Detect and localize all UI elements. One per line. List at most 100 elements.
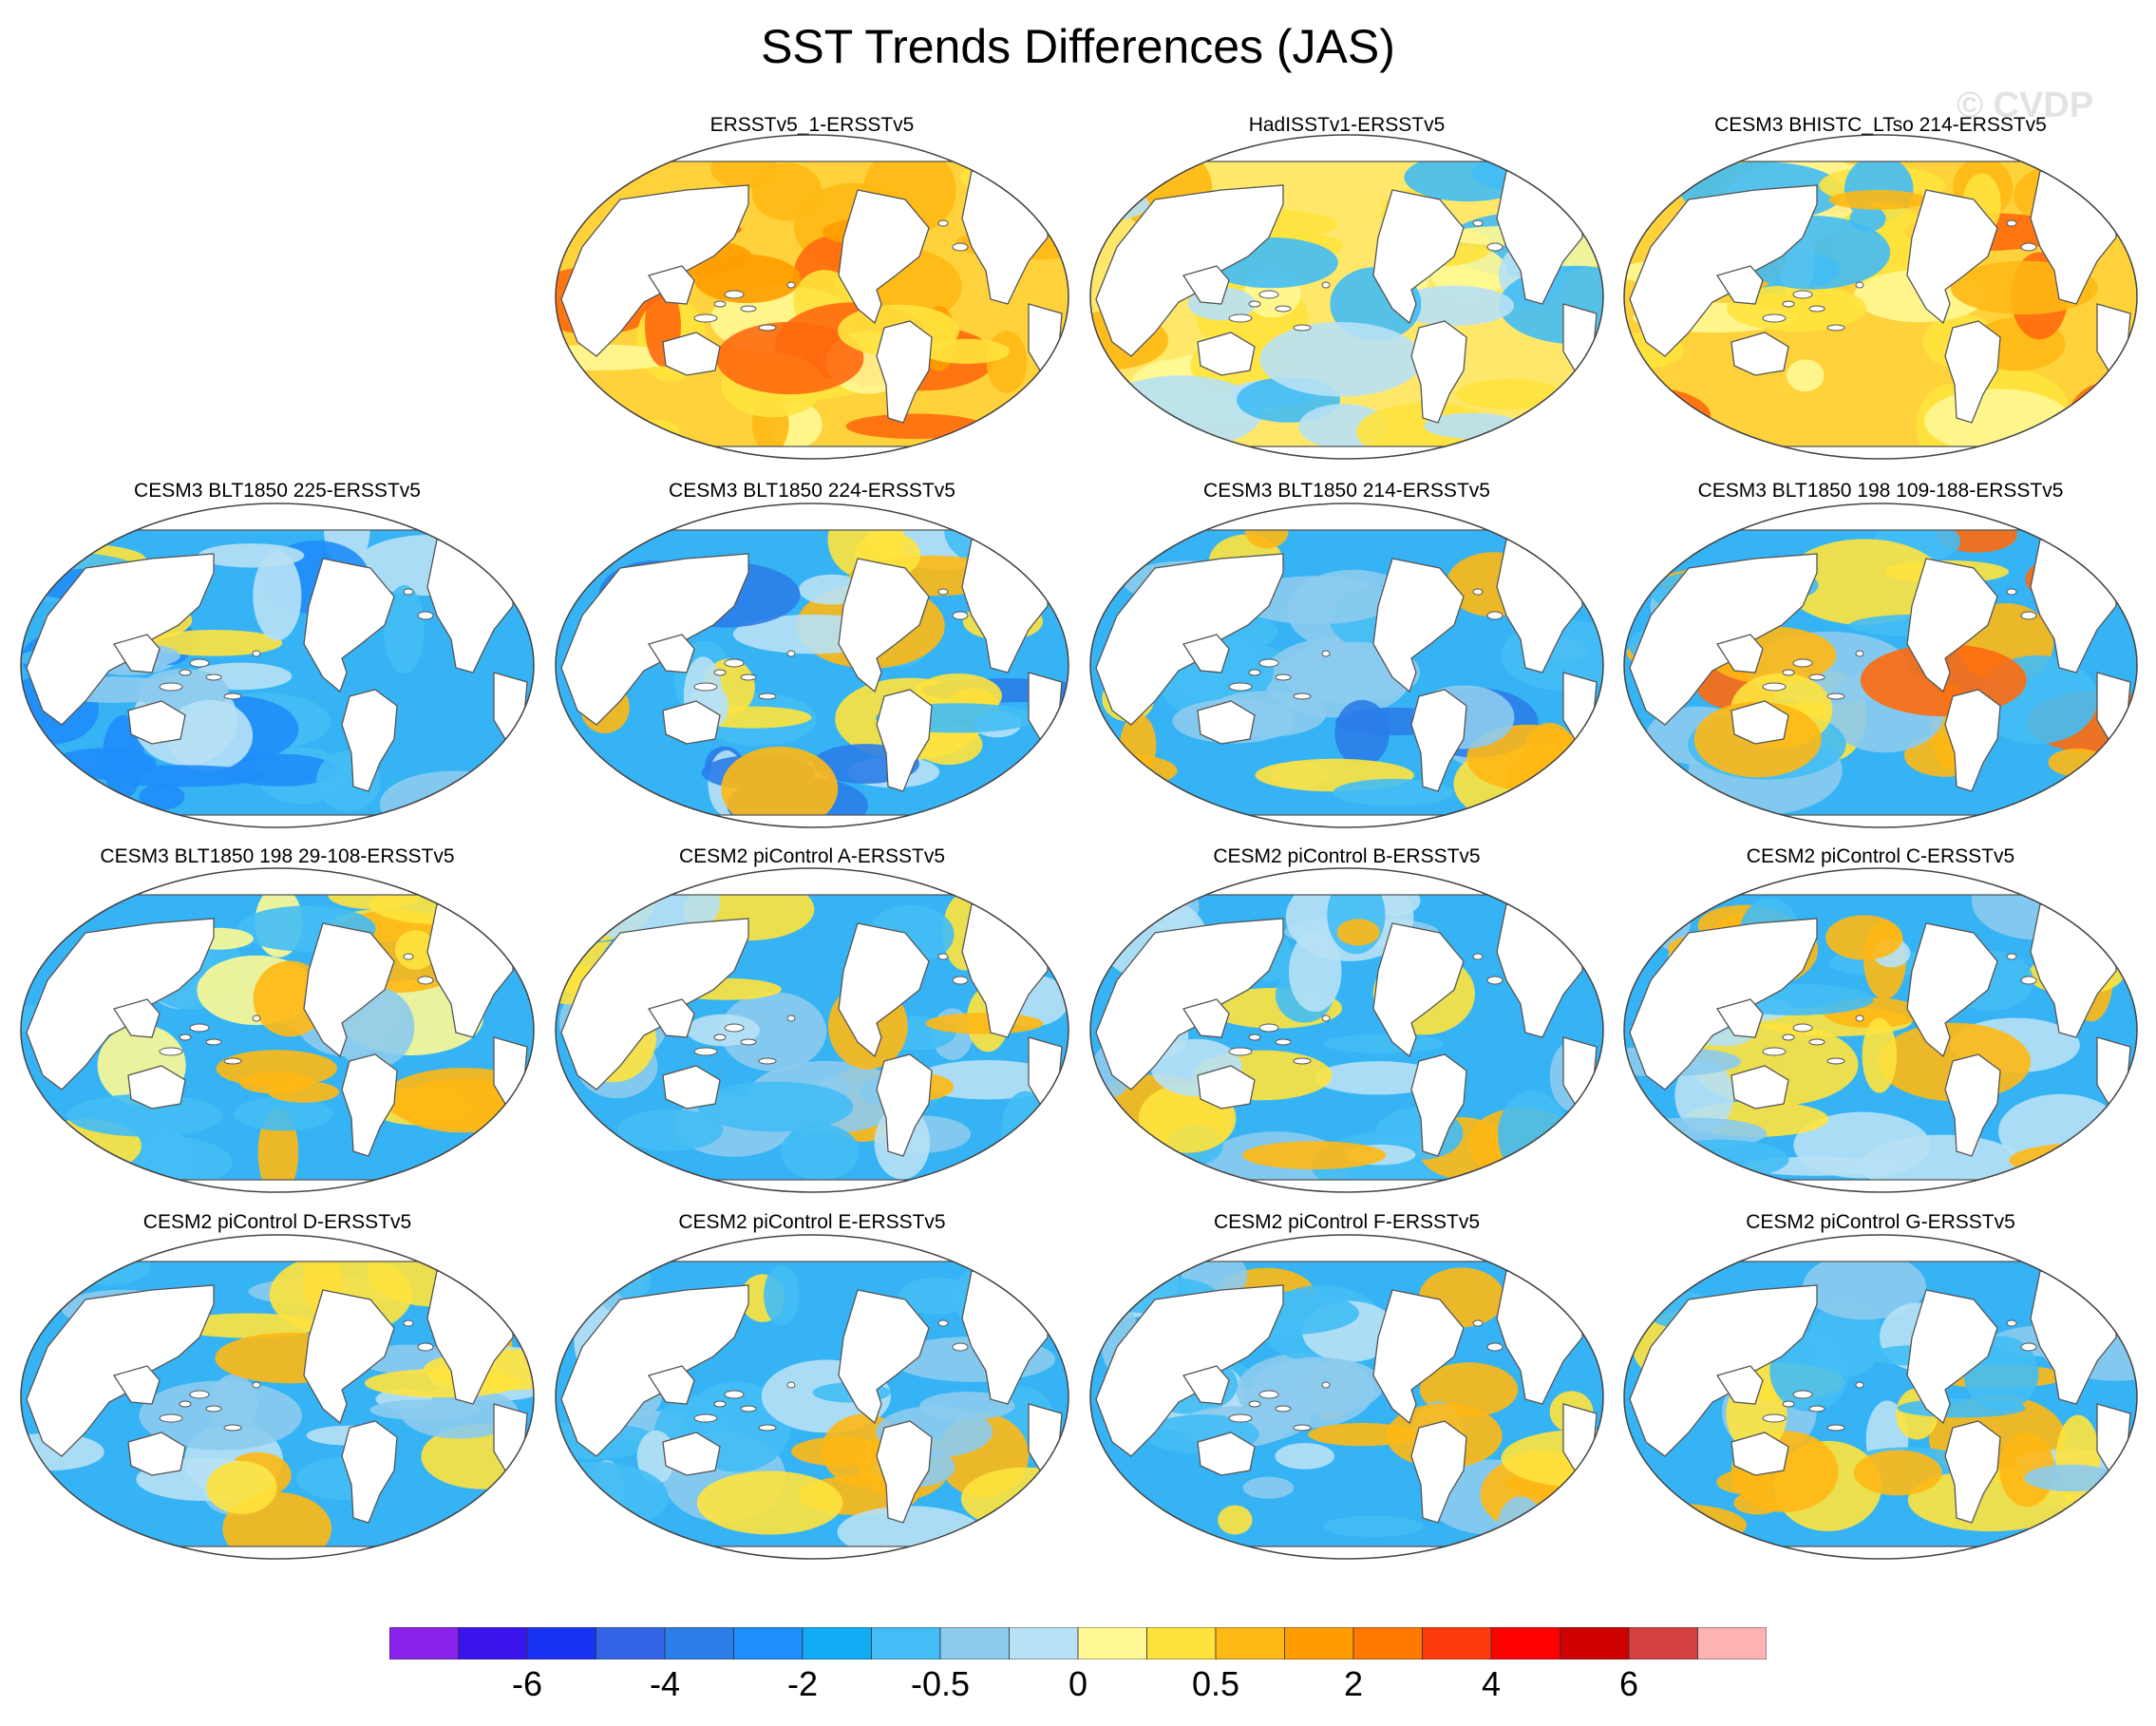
island — [1792, 1023, 1813, 1033]
island — [693, 1047, 718, 1056]
island — [1321, 1015, 1331, 1022]
sst-trend-map — [555, 1234, 1069, 1560]
island — [724, 658, 745, 668]
island — [1808, 673, 1825, 681]
island — [205, 673, 222, 681]
sst-anomaly-patch — [165, 699, 254, 772]
island — [2006, 953, 2017, 960]
sst-anomaly-patch — [764, 1264, 800, 1326]
land-mass — [127, 1065, 186, 1110]
sst-trend-map — [1623, 1234, 2138, 1560]
sst-anomaly-patch — [915, 724, 983, 766]
sst-anomaly-patch — [253, 551, 302, 641]
land-mass — [1197, 332, 1256, 376]
map-border — [1089, 867, 1604, 1193]
panel-title: CESM3 BHISTC_LTso 214-ERSSTv5 — [1714, 114, 2047, 136]
sst-anomaly-patch — [100, 765, 264, 787]
land-mass — [1372, 922, 1465, 1058]
land-mass — [127, 700, 186, 745]
map-border — [20, 1234, 535, 1560]
island — [2006, 588, 2017, 596]
island — [937, 219, 949, 227]
land-mass — [1197, 700, 1256, 745]
island — [740, 673, 757, 681]
island — [159, 1413, 183, 1423]
island — [724, 290, 745, 299]
island — [713, 300, 727, 308]
sst-anomaly-patch — [147, 629, 283, 656]
land-mass — [580, 503, 1050, 531]
island — [740, 305, 757, 313]
land-mass — [26, 553, 215, 726]
colorbar-swatch — [1490, 1627, 1560, 1660]
sst-anomaly-patch — [721, 746, 839, 827]
island — [937, 588, 949, 596]
land-mass — [1115, 868, 1584, 896]
land-mass — [560, 184, 749, 357]
sst-anomaly-patch — [62, 1245, 151, 1285]
sst-anomaly-patch — [1218, 1505, 1253, 1535]
panel-title: CESM3 BLT1850 225-ERSSTv5 — [134, 480, 421, 502]
land-mass — [1095, 1284, 1284, 1457]
sst-anomaly-patch — [1849, 205, 1886, 233]
land-mass — [662, 1432, 721, 1476]
land-mass — [838, 189, 930, 325]
island — [937, 953, 949, 960]
colorbar-tick-label: -0.5 — [910, 1664, 971, 1703]
panel-title: CESM2 piControl D-ERSSTv5 — [142, 1211, 412, 1233]
map-border — [1623, 134, 2138, 460]
island — [952, 242, 969, 252]
island — [1321, 1381, 1331, 1389]
sst-trend-map — [1089, 134, 1604, 460]
land-mass — [1372, 1289, 1465, 1425]
colorbar-swatch — [1215, 1627, 1285, 1660]
sst-anomaly-patch — [198, 543, 305, 568]
colorbar-swatch — [1077, 1627, 1147, 1660]
island — [1855, 1381, 1864, 1389]
sst-anomaly-patch — [612, 1261, 652, 1299]
island — [179, 669, 192, 676]
island — [758, 1057, 777, 1065]
map-border — [1089, 503, 1604, 828]
island — [786, 281, 796, 289]
island — [1855, 650, 1864, 657]
island — [713, 1400, 727, 1408]
island — [724, 1023, 745, 1033]
colorbar-tick-label: 0 — [1068, 1664, 1088, 1703]
sst-anomaly-patch — [234, 1096, 333, 1131]
island — [1275, 673, 1292, 681]
island — [1486, 976, 1504, 985]
island — [786, 1381, 796, 1389]
land-mass — [1629, 553, 1818, 726]
island — [1293, 1057, 1312, 1065]
sst-anomaly-patch — [686, 1014, 760, 1047]
sst-anomaly-patch — [716, 321, 864, 395]
sst-anomaly-patch — [1825, 915, 1903, 960]
sst-anomaly-patch — [395, 930, 436, 970]
island — [1293, 1424, 1312, 1432]
island — [952, 1342, 969, 1352]
island — [1855, 1015, 1864, 1022]
land-mass — [303, 558, 395, 693]
map-border — [1623, 503, 2138, 828]
map-border — [1089, 1234, 1604, 1560]
sst-anomaly-patch — [634, 419, 680, 443]
sst-anomaly-patch — [1650, 1139, 1789, 1180]
sst-anomaly-patch — [2083, 1131, 2128, 1192]
map-border — [555, 1234, 1069, 1560]
colorbar-tick-label: -4 — [649, 1664, 680, 1703]
island — [1275, 305, 1292, 313]
land-mass — [876, 1053, 933, 1157]
land-mass — [1197, 1432, 1256, 1476]
colorbar-swatch — [802, 1627, 872, 1660]
island — [740, 1405, 757, 1413]
island — [417, 1342, 434, 1352]
sst-anomaly-patch — [1924, 389, 2071, 453]
sst-anomaly-patch — [1769, 1331, 1849, 1412]
sst-trend-map — [20, 1234, 535, 1560]
sst-anomaly-patch — [1498, 1090, 1567, 1180]
land-mass — [647, 634, 695, 673]
land-mass — [1649, 503, 2118, 531]
panel-title: HadISSTv1-ERSSTv5 — [1248, 114, 1446, 136]
colorbar-swatch — [458, 1627, 528, 1660]
